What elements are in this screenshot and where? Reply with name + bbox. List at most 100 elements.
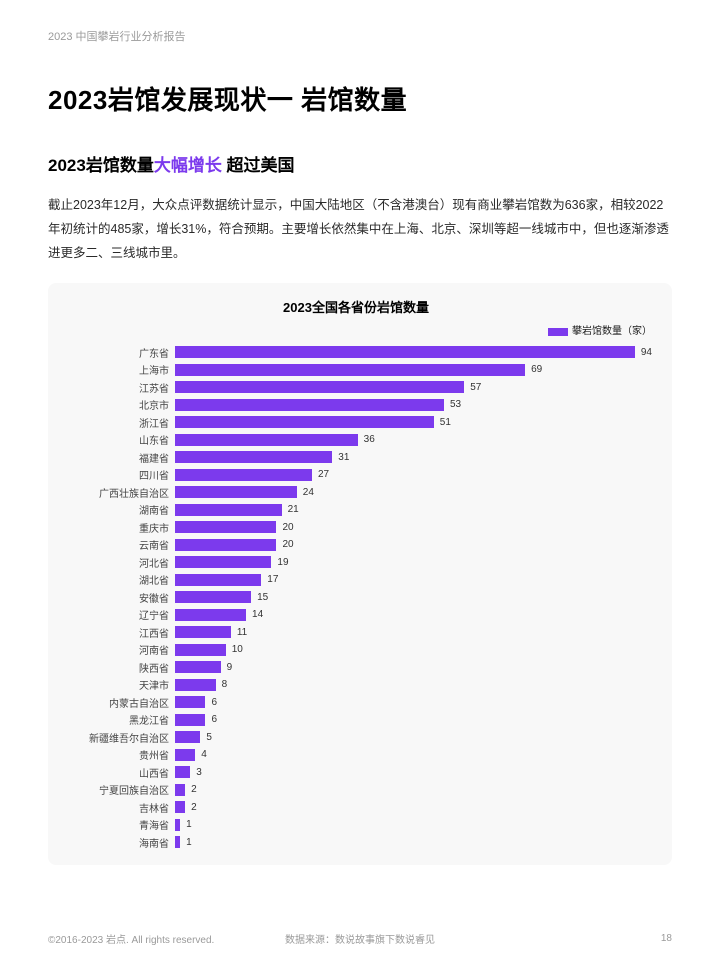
bar-fill — [175, 434, 358, 446]
bar-row: 天津市 8 — [60, 676, 652, 694]
bar-row: 内蒙古自治区 6 — [60, 693, 652, 711]
bar-row: 福建省31 — [60, 448, 652, 466]
bar-value: 1 — [186, 837, 192, 848]
bar-fill — [175, 469, 312, 481]
bar-label: 青海省 — [60, 817, 175, 832]
bar-value: 10 — [232, 644, 243, 655]
bar-row: 广东省 94 — [60, 343, 652, 361]
bar-track: 31 — [175, 451, 652, 463]
bar-label: 陕西省 — [60, 660, 175, 675]
chart-bars-container: 广东省94上海市69江苏省57北京市53浙江省51山东省36福建省31四川省27… — [60, 343, 652, 851]
bar-track: 17 — [175, 574, 652, 586]
bar-track: 8 — [175, 679, 652, 691]
bar-track: 57 — [175, 381, 652, 393]
bar-value: 17 — [267, 574, 278, 585]
bar-track: 14 — [175, 609, 652, 621]
bar-track: 10 — [175, 644, 652, 656]
bar-value: 57 — [470, 382, 481, 393]
bar-label: 吉林省 — [60, 800, 175, 815]
bar-fill — [175, 539, 276, 551]
bar-value: 21 — [288, 504, 299, 515]
bar-value: 20 — [282, 522, 293, 533]
bar-value: 9 — [227, 662, 233, 673]
bar-value: 53 — [450, 399, 461, 410]
bar-label: 辽宁省 — [60, 607, 175, 622]
bar-label: 内蒙古自治区 — [60, 695, 175, 710]
legend-label: 攀岩馆数量（家） — [572, 326, 652, 337]
body-paragraph: 截止2023年12月，大众点评数据统计显示，中国大陆地区（不含港澳台）现有商业攀… — [48, 194, 672, 265]
bar-fill — [175, 714, 205, 726]
bar-track: 24 — [175, 486, 652, 498]
bar-row: 陕西省 9 — [60, 658, 652, 676]
footer-source: 数据来源：数说故事旗下数说睿见 — [285, 931, 435, 946]
bar-fill — [175, 696, 205, 708]
bar-fill — [175, 766, 190, 778]
bar-track: 4 — [175, 749, 652, 761]
subtitle-part1: 2023岩馆数量 — [48, 156, 154, 175]
bar-row: 北京市 53 — [60, 396, 652, 414]
bar-track: 15 — [175, 591, 652, 603]
bar-label: 湖南省 — [60, 502, 175, 517]
chart-legend: 攀岩馆数量（家） — [60, 322, 652, 337]
legend-swatch — [548, 328, 568, 336]
bar-value: 5 — [206, 732, 212, 743]
bar-value: 69 — [531, 364, 542, 375]
bar-value: 94 — [641, 347, 652, 358]
bar-fill — [175, 644, 226, 656]
bar-row: 江西省11 — [60, 623, 652, 641]
bar-label: 黑龙江省 — [60, 712, 175, 727]
bar-fill — [175, 801, 185, 813]
bar-row: 湖南省 21 — [60, 501, 652, 519]
bar-value: 8 — [222, 679, 228, 690]
bar-value: 20 — [282, 539, 293, 550]
bar-row: 浙江省51 — [60, 413, 652, 431]
bar-row: 海南省1 — [60, 833, 652, 851]
bar-value: 6 — [211, 697, 217, 708]
bar-label: 云南省 — [60, 537, 175, 552]
bar-label: 天津市 — [60, 677, 175, 692]
bar-label: 山东省 — [60, 432, 175, 447]
bar-row: 山西省3 — [60, 763, 652, 781]
bar-track: 20 — [175, 539, 652, 551]
bar-fill — [175, 416, 434, 428]
bar-fill — [175, 521, 276, 533]
bar-label: 新疆维吾尔自治区 — [60, 730, 175, 745]
subtitle-accent: 大幅增长 — [154, 156, 222, 175]
bar-row: 新疆维吾尔自治区 5 — [60, 728, 652, 746]
bar-track: 5 — [175, 731, 652, 743]
bar-label: 安徽省 — [60, 590, 175, 605]
bar-row: 山东省36 — [60, 431, 652, 449]
bar-fill — [175, 626, 231, 638]
bar-fill — [175, 749, 195, 761]
bar-label: 北京市 — [60, 397, 175, 412]
bar-row: 宁夏回族自治区2 — [60, 781, 652, 799]
bar-row: 湖北省17 — [60, 571, 652, 589]
bar-label: 贵州省 — [60, 747, 175, 762]
bar-fill — [175, 451, 332, 463]
bar-track: 1 — [175, 819, 652, 831]
bar-row: 河北省19 — [60, 553, 652, 571]
document-header: 2023 中国攀岩行业分析报告 — [48, 28, 672, 44]
bar-track: 11 — [175, 626, 652, 638]
bar-track: 21 — [175, 504, 652, 516]
bar-value: 14 — [252, 609, 263, 620]
bar-track: 19 — [175, 556, 652, 568]
bar-fill — [175, 661, 221, 673]
bar-label: 广东省 — [60, 345, 175, 360]
bar-value: 3 — [196, 767, 202, 778]
bar-row: 四川省27 — [60, 466, 652, 484]
bar-label: 四川省 — [60, 467, 175, 482]
bar-row: 吉林省2 — [60, 798, 652, 816]
bar-label: 河北省 — [60, 555, 175, 570]
bar-row: 黑龙江省6 — [60, 711, 652, 729]
bar-track: 3 — [175, 766, 652, 778]
bar-value: 15 — [257, 592, 268, 603]
subtitle-part2: 超过美国 — [222, 156, 295, 175]
bar-fill — [175, 609, 246, 621]
section-subtitle: 2023岩馆数量大幅增长 超过美国 — [48, 151, 672, 176]
bar-fill — [175, 486, 297, 498]
bar-label: 福建省 — [60, 450, 175, 465]
bar-row: 辽宁省 14 — [60, 606, 652, 624]
bar-track: 2 — [175, 784, 652, 796]
bar-fill — [175, 591, 251, 603]
